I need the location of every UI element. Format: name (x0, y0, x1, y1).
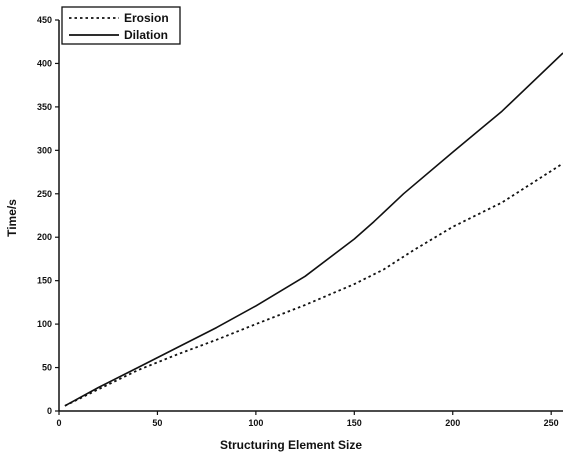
legend-box (61, 6, 181, 45)
y-tick-label: 250 (37, 189, 52, 199)
series-line-dilation (64, 52, 563, 407)
y-axis-title: Time/s (5, 199, 19, 237)
x-axis-title: Structuring Element Size (220, 438, 362, 452)
legend-label-dilation: Dilation (124, 28, 168, 42)
y-tick-label: 400 (37, 58, 52, 68)
x-tick-label: 200 (445, 418, 460, 428)
x-tick-label: 50 (152, 418, 162, 428)
legend: Erosion Dilation (61, 6, 181, 45)
series-layer (64, 52, 563, 407)
y-tick-label: 100 (37, 319, 52, 329)
y-tick-label: 200 (37, 232, 52, 242)
y-ticks: 0 50 100 150 200 250 300 350 400 450 (37, 15, 59, 416)
y-tick-label: 150 (37, 276, 52, 286)
x-tick-label: 150 (347, 418, 362, 428)
x-tick-label: 250 (544, 418, 559, 428)
y-tick-label: 450 (37, 15, 52, 25)
y-tick-label: 50 (42, 363, 52, 373)
series-line-erosion (64, 162, 563, 407)
x-tick-label: 100 (248, 418, 263, 428)
legend-label-erosion: Erosion (124, 11, 169, 25)
x-tick-label: 0 (56, 418, 61, 428)
x-ticks: 0 50 100 150 200 250 (56, 411, 559, 428)
y-tick-label: 300 (37, 145, 52, 155)
y-tick-label: 0 (47, 406, 52, 416)
plot-area: 0 50 100 150 200 250 300 350 400 450 0 50 100 150 200… (37, 15, 563, 428)
y-tick-label: 350 (37, 102, 52, 112)
